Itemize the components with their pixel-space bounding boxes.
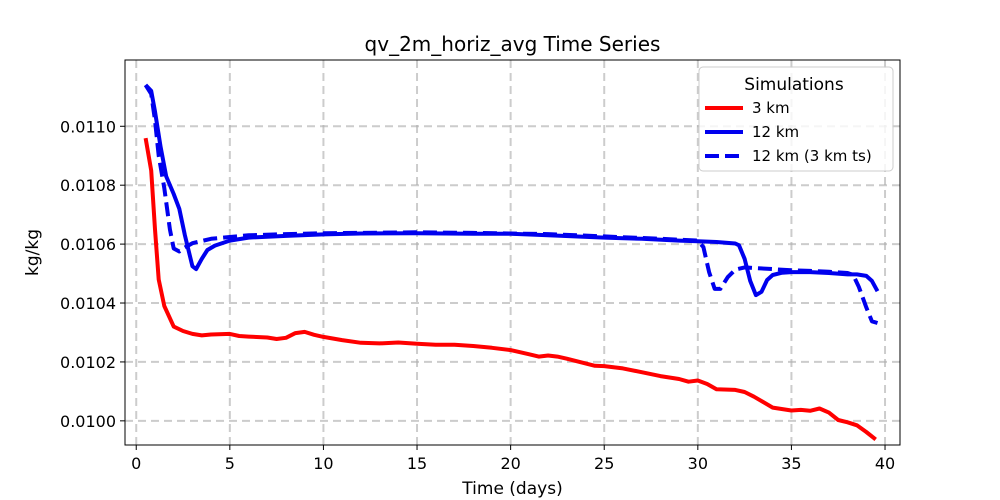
y-tick-label: 0.0100 [60,412,116,431]
x-tick-label: 5 [225,454,235,473]
x-tick-label: 30 [688,454,708,473]
y-tick-label: 0.0108 [60,176,116,195]
x-tick-label: 40 [875,454,895,473]
y-tick-label: 0.0106 [60,235,116,254]
legend-box [698,66,894,172]
legend-label-3-km: 3 km [752,99,790,117]
plot-frame [124,59,901,446]
legend: Simulations 3 km 12 km 12 km (3 km ts) [698,66,894,172]
y-axis-label: kg/kg [23,229,43,276]
x-tick-label: 0 [131,454,141,473]
series-line-3-km [143,137,877,441]
legend-title: Simulations [744,75,844,95]
legend-label-12-km-3-km-ts: 12 km (3 km ts) [752,147,872,165]
x-tick-label: 20 [500,454,520,473]
y-axis: 0.0100 0.0102 0.0104 0.0106 0.0108 0.0110 [60,117,125,431]
legend-label-12-km: 12 km [752,123,799,141]
x-tick-label: 10 [313,454,333,473]
series-line-12-km-3-km-ts [143,83,879,325]
y-tick-label: 0.0104 [60,294,116,313]
chart-title: qv_2m_horiz_avg Time Series [365,32,661,56]
x-axis-label: Time (days) [461,479,562,499]
series-layer [143,83,880,441]
x-tick-label: 25 [594,454,614,473]
y-tick-label: 0.0102 [60,353,116,372]
x-tick-label: 15 [407,454,427,473]
x-tick-label: 35 [781,454,801,473]
x-axis: 0 5 10 15 20 25 30 35 40 [131,445,895,473]
y-tick-label: 0.0110 [60,117,116,136]
